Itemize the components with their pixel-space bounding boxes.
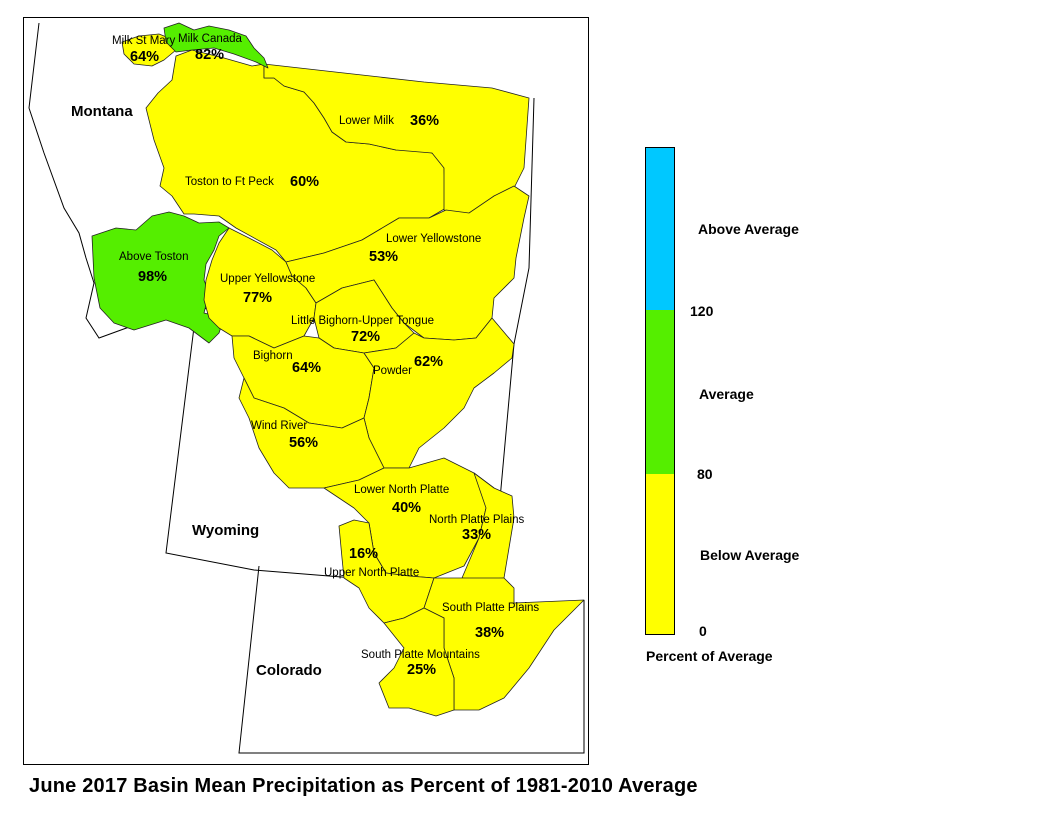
basin-percent-upper-north-platte: 16% xyxy=(349,546,378,562)
basin-label-upper-yellowstone: Upper Yellowstone xyxy=(220,273,315,285)
basin-percent-bighorn: 64% xyxy=(292,360,321,376)
state-label-colorado: Colorado xyxy=(256,662,322,679)
legend-tick-120: 120 xyxy=(690,303,714,319)
legend-swatch-below xyxy=(646,474,674,634)
basin-label-south-platte-mountains: South Platte Mountains xyxy=(361,649,480,661)
map-title: June 2017 Basin Mean Precipitation as Pe… xyxy=(29,775,698,797)
basin-percent-south-platte-plains: 38% xyxy=(475,625,504,641)
basin-percent-toston-to-ft-peck: 60% xyxy=(290,174,319,190)
basin-label-upper-north-platte: Upper North Platte xyxy=(324,567,419,579)
legend-tick-80: 80 xyxy=(697,466,713,482)
state-label-montana: Montana xyxy=(71,103,133,120)
basin-percent-lower-north-platte: 40% xyxy=(392,500,421,516)
basin-percent-south-platte-mountains: 25% xyxy=(407,662,436,678)
legend-color-bar xyxy=(645,147,675,635)
basin-label-milk-canada: Milk Canada xyxy=(178,33,243,45)
basin-percent-lower-milk: 36% xyxy=(410,113,439,129)
basin-shape-above-toston[interactable] xyxy=(91,211,230,344)
basin-label-little-bighorn-upper-tongue: Little Bighorn-Upper Tongue xyxy=(291,315,434,327)
map-frame: Montana Wyoming Colorado Milk St Mary Mi… xyxy=(23,17,589,765)
basin-label-above-toston: Above Toston xyxy=(119,251,188,263)
basin-percent-upper-yellowstone: 77% xyxy=(243,290,272,306)
basin-shape-powder[interactable] xyxy=(363,317,515,469)
basin-percent-north-platte-plains: 33% xyxy=(462,527,491,543)
basin-label-north-platte-plains: North Platte Plains xyxy=(429,514,524,526)
legend-label-below: Below Average xyxy=(700,547,800,563)
legend-tick-0: 0 xyxy=(699,623,707,639)
basin-percent-powder: 62% xyxy=(414,354,443,370)
basin-label-lower-north-platte: Lower North Platte xyxy=(354,484,449,496)
basin-label-lower-yellowstone: Lower Yellowstone xyxy=(386,233,481,245)
basin-label-powder: Powder xyxy=(373,365,412,377)
basin-percent-milk-st-mary: 64% xyxy=(130,49,159,65)
basin-percent-lower-yellowstone: 53% xyxy=(369,249,398,265)
legend-swatch-average xyxy=(646,310,674,474)
basin-percent-wind-river: 56% xyxy=(289,435,318,451)
legend-label-above: Above Average xyxy=(698,221,799,237)
legend-swatch-above xyxy=(646,148,674,310)
basin-percent-little-bighorn-upper-tongue: 72% xyxy=(351,329,380,345)
basin-label-toston-to-ft-peck: Toston to Ft Peck xyxy=(185,176,274,188)
colorado-border xyxy=(238,565,585,754)
basin-label-bighorn: Bighorn xyxy=(253,350,293,362)
basin-label-south-platte-plains: South Platte Plains xyxy=(442,602,539,614)
basin-shape-south-platte-mountains[interactable] xyxy=(378,607,455,717)
basin-percent-milk-canada: 82% xyxy=(195,47,224,63)
basin-label-wind-river: Wind River xyxy=(251,420,307,432)
basin-label-milk-st-mary: Milk St Mary xyxy=(112,35,176,47)
basin-shape-milk-canada[interactable] xyxy=(163,22,269,69)
state-label-wyoming: Wyoming xyxy=(192,522,259,539)
basin-percent-above-toston: 98% xyxy=(138,269,167,285)
basin-map: Montana Wyoming Colorado Milk St Mary Mi… xyxy=(28,22,585,754)
basin-shape-lower-milk[interactable] xyxy=(263,63,530,219)
basin-shape-milk-st-mary[interactable] xyxy=(121,33,177,67)
legend-label-average: Average xyxy=(699,386,754,402)
legend-title: Percent of Average xyxy=(646,648,773,664)
basin-label-lower-milk: Lower Milk xyxy=(339,115,394,127)
